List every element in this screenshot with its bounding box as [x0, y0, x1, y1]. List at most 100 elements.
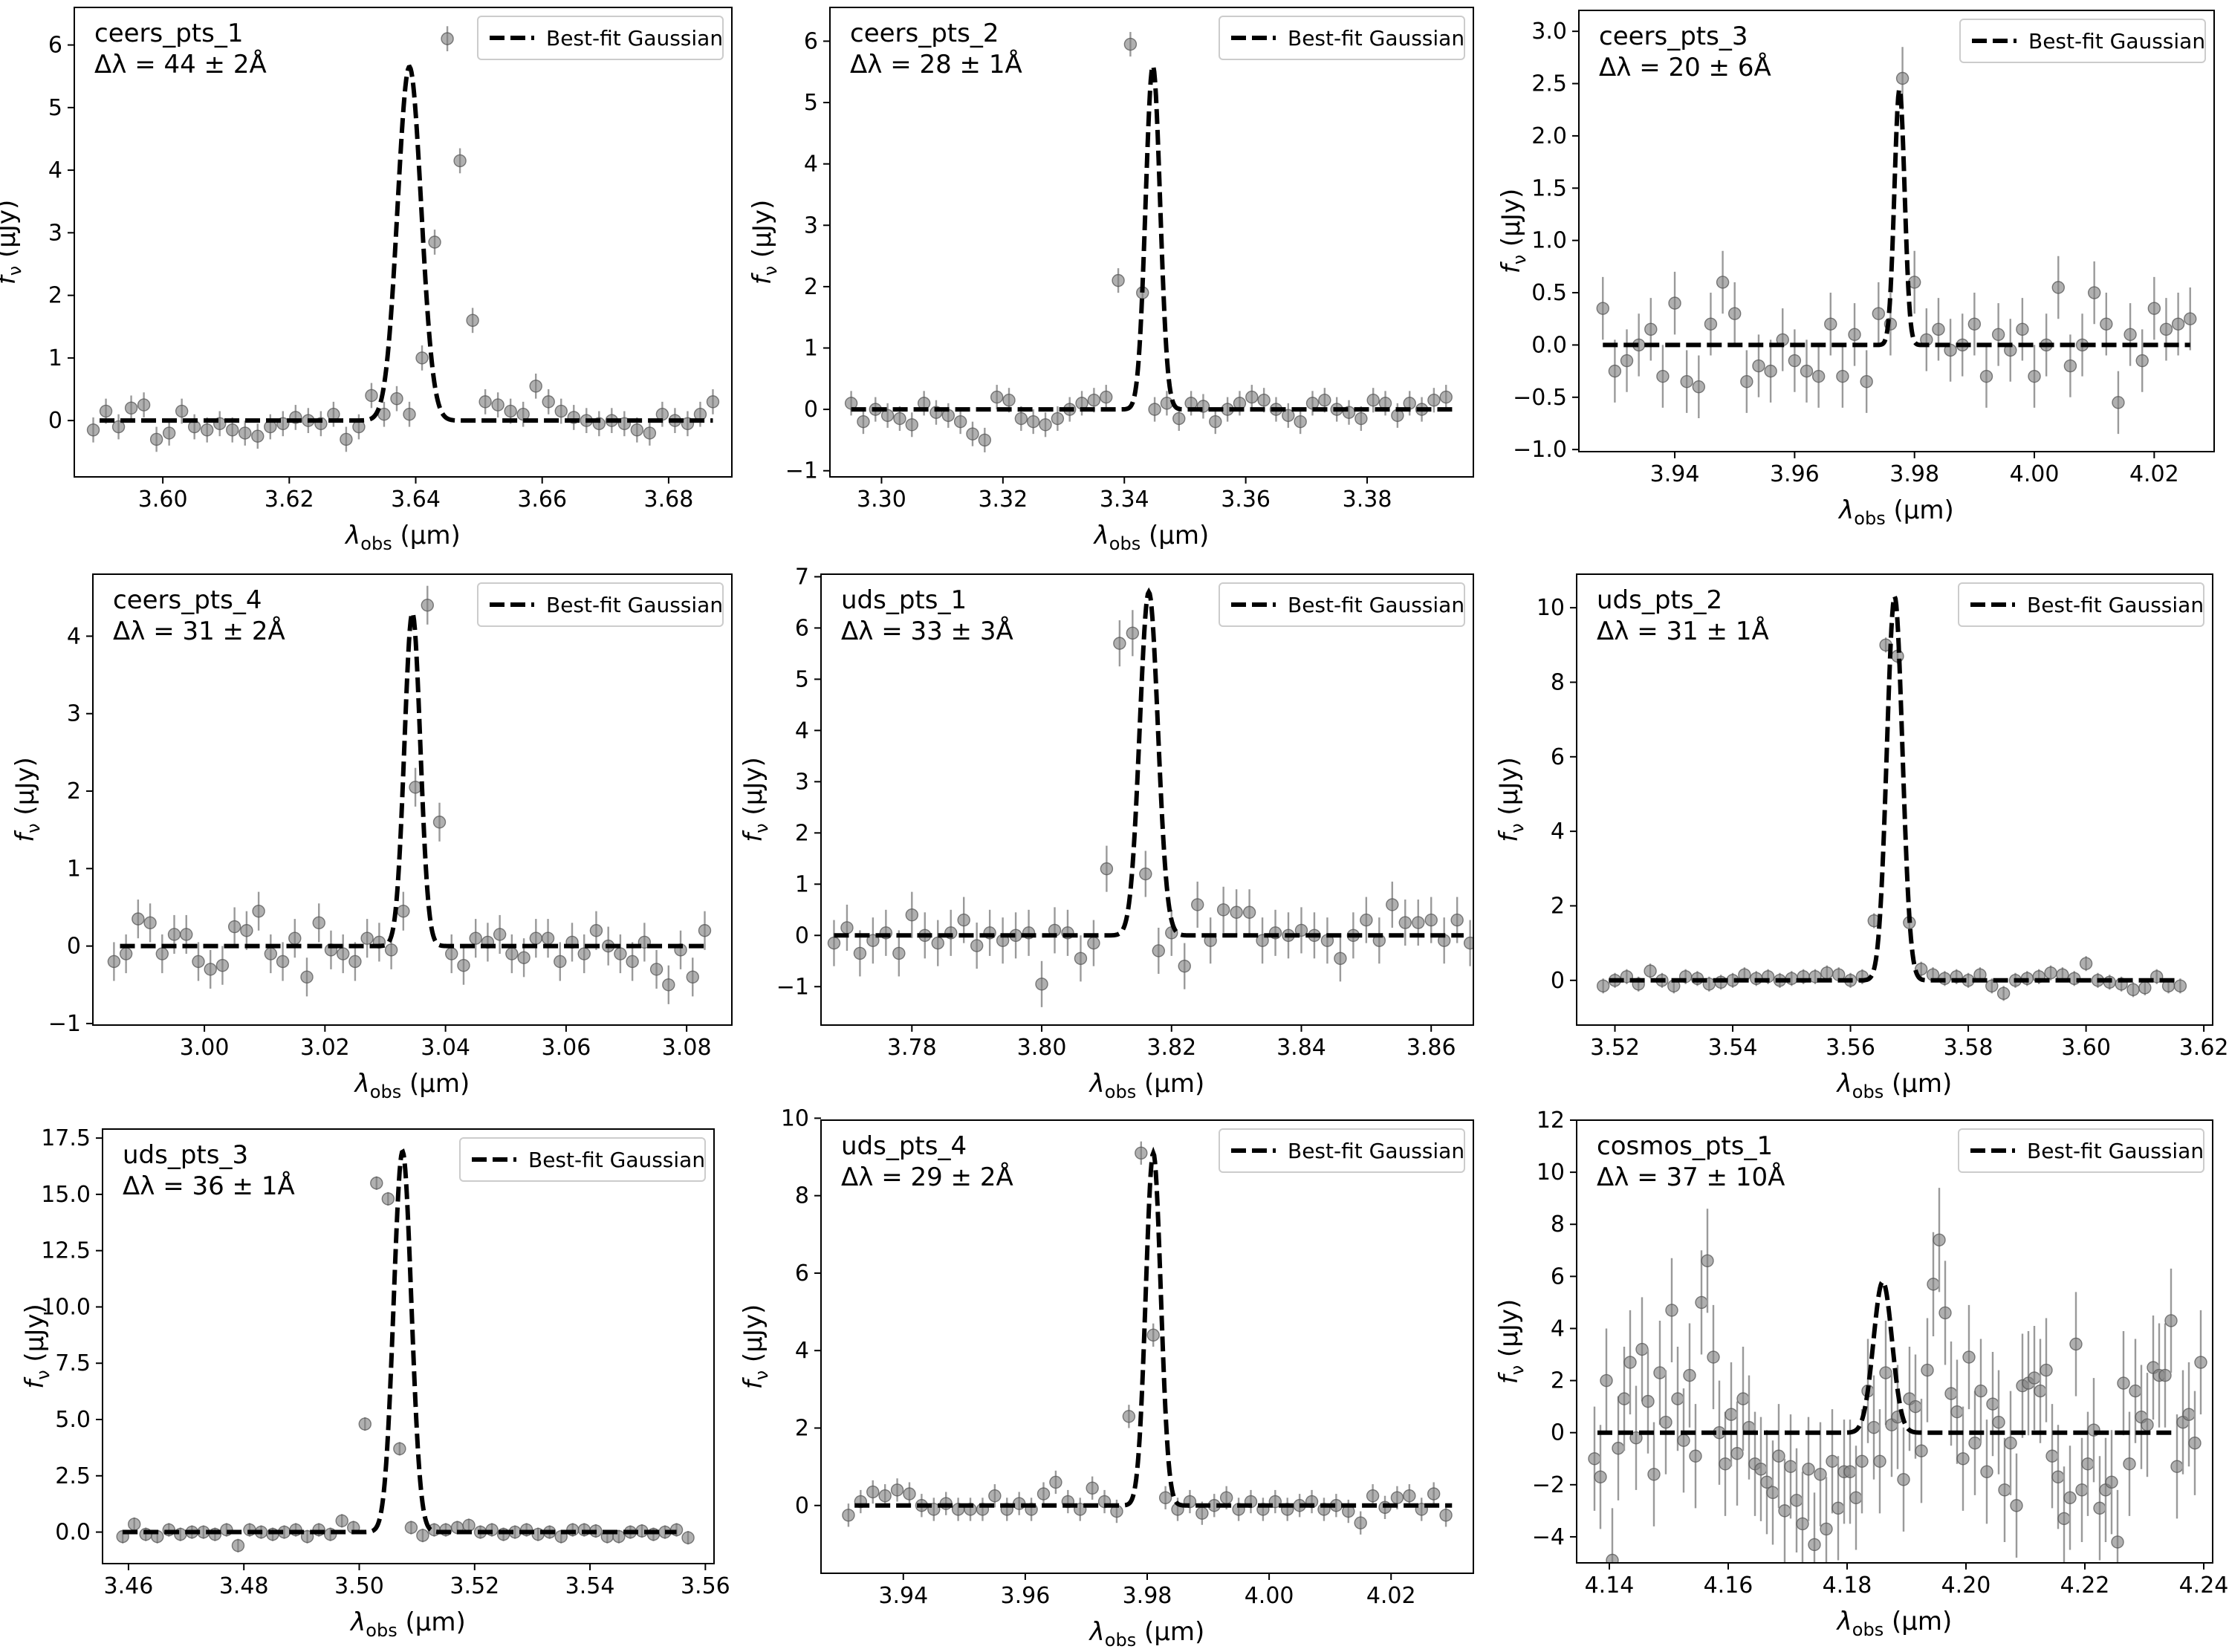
- data-point: [2028, 369, 2041, 383]
- data-point: [1938, 1306, 1952, 1320]
- data-point: [312, 916, 325, 930]
- data-point: [1354, 1516, 1367, 1529]
- y-tick-label: 6: [1551, 744, 1565, 770]
- data-point: [1849, 1491, 1863, 1505]
- y-axis-label: fν (μJy): [739, 757, 772, 842]
- data-point: [2147, 302, 2161, 315]
- panel-annotation: Δλ = 29 ± 2Å: [841, 1162, 1013, 1192]
- y-tick-label: 17.5: [41, 1125, 91, 1151]
- data-point: [227, 920, 241, 934]
- x-tick-label: 4.14: [1585, 1573, 1635, 1599]
- x-axis-label: λobs (μm): [1088, 1617, 1205, 1651]
- data-point: [662, 978, 675, 992]
- y-tick-label: 3.0: [1531, 19, 1567, 45]
- data-point: [1427, 394, 1441, 407]
- data-point: [86, 423, 100, 437]
- data-point: [1216, 903, 1230, 917]
- data-point: [905, 908, 919, 922]
- data-point: [1629, 1431, 1643, 1445]
- y-tick-label: 2: [48, 283, 62, 309]
- x-tick-label: 3.96: [1000, 1583, 1050, 1609]
- y-tick-label: −1: [785, 458, 818, 484]
- data-point: [370, 1177, 383, 1190]
- y-tick-label: 0.0: [1531, 332, 1567, 358]
- y-tick-label: −2: [1532, 1472, 1565, 1498]
- x-tick-label: 3.50: [334, 1573, 384, 1599]
- data-points: [827, 610, 1473, 1007]
- legend-label: Best-fit Gaussian: [528, 1148, 705, 1172]
- data-point: [1927, 1278, 1940, 1291]
- data-point: [1784, 1460, 1797, 1473]
- legend-label: Best-fit Gaussian: [546, 26, 723, 51]
- data-point: [827, 936, 841, 950]
- data-point: [1867, 1420, 1881, 1434]
- data-point: [1178, 959, 1191, 973]
- x-axis-label: λobs (μm): [349, 1607, 466, 1641]
- data-point: [1647, 1468, 1661, 1481]
- data-point: [1596, 979, 1610, 993]
- data-point: [1618, 1392, 1631, 1405]
- data-point: [288, 931, 302, 945]
- y-tick-label: 0: [804, 397, 818, 423]
- y-tick-label: 6: [1551, 1264, 1565, 1290]
- data-point: [1836, 369, 1849, 383]
- legend-box: [1958, 582, 2204, 627]
- data-point: [1014, 412, 1028, 426]
- data-point: [1122, 1410, 1136, 1423]
- x-tick-label: 3.64: [391, 487, 441, 513]
- data-point: [1701, 1254, 1714, 1268]
- data-point: [505, 947, 519, 960]
- best-fit-gaussian-curve: [854, 1146, 1453, 1508]
- data-point: [1921, 1363, 1934, 1377]
- axes-frame: [1576, 1119, 2213, 1564]
- panel-uds_pts_2: 3.52 3.54 3.56 3.58 3.60 3.62 0 2 4 6 8 10 λobs (μm)…: [1494, 573, 2229, 1102]
- data-point: [1282, 409, 1295, 423]
- data-point: [381, 1192, 395, 1206]
- panel-ceers_pts_2: 3.30 3.32 3.34 3.36 3.38 −1 0 1 2 3 4 5 6 λobs (μm) fν…: [747, 7, 1474, 554]
- x-tick-label: 3.56: [1826, 1035, 1875, 1061]
- data-point: [1403, 1489, 1416, 1503]
- data-point: [541, 931, 555, 945]
- data-point: [1135, 1146, 1148, 1160]
- x-tick-label: 4.16: [1704, 1573, 1753, 1599]
- y-tick-label: 6: [804, 28, 818, 54]
- data-point: [2141, 1418, 2154, 1431]
- x-tick-label: 3.62: [265, 487, 314, 513]
- data-point: [529, 931, 543, 945]
- data-points: [1588, 1188, 2207, 1563]
- data-point: [1412, 916, 1425, 929]
- data-point: [1915, 1444, 1928, 1457]
- x-tick-label: 4.00: [1245, 1583, 1294, 1609]
- data-point: [1035, 978, 1048, 991]
- data-point: [2184, 312, 2197, 325]
- data-point: [880, 409, 895, 423]
- data-point: [390, 391, 403, 406]
- y-tick-label: 12: [1537, 1108, 1565, 1134]
- data-point: [2123, 328, 2137, 342]
- data-point: [252, 904, 265, 918]
- y-axis-label: fν (μJy): [1494, 757, 1528, 842]
- data-point: [1002, 394, 1016, 407]
- panel-uds_pts_1: 3.78 3.80 3.82 3.84 3.86 −1 0 1 2 3 4 5 6 7 λobs (μm) f…: [739, 564, 1474, 1102]
- x-tick-label: 3.98: [1123, 1583, 1172, 1609]
- x-tick-label: 3.06: [541, 1035, 591, 1061]
- best-fit-gaussian-curve: [100, 64, 713, 423]
- data-point: [149, 432, 163, 446]
- y-tick-label: 7: [795, 564, 809, 590]
- y-tick-label: 0: [795, 1493, 809, 1519]
- data-point: [1049, 1475, 1062, 1489]
- data-point: [1728, 307, 1742, 320]
- data-point: [1036, 1487, 1051, 1500]
- data-point: [978, 433, 992, 447]
- data-point: [2081, 1457, 2095, 1471]
- y-tick-label: 6: [795, 615, 809, 641]
- data-point: [457, 958, 470, 972]
- x-tick-label: 3.54: [565, 1573, 615, 1599]
- data-point: [2069, 1337, 2083, 1351]
- data-point: [1074, 952, 1088, 966]
- panel-annotation: Δλ = 28 ± 1Å: [850, 49, 1022, 79]
- data-point: [966, 427, 979, 440]
- data-point: [1796, 1517, 1809, 1531]
- data-point: [2123, 1457, 2136, 1471]
- data-point: [478, 395, 492, 409]
